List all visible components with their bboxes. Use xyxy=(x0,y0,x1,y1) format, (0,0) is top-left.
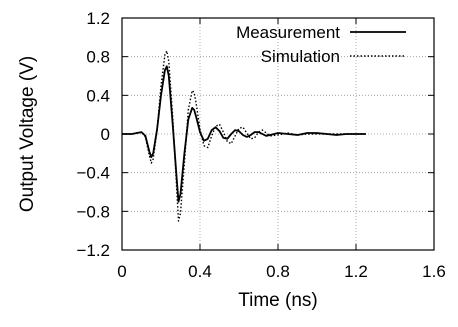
y-tick-label: −0.4 xyxy=(76,164,110,183)
series-line-measurement xyxy=(122,65,366,203)
x-tick-label: 0 xyxy=(117,262,126,281)
series-layer xyxy=(122,50,366,222)
y-tick-label: 1.2 xyxy=(86,9,110,28)
y-axis-title: Output Voltage (V) xyxy=(17,56,38,212)
y-tick-label: 0.8 xyxy=(86,48,110,67)
legend: Measurement Simulation xyxy=(236,23,406,66)
ticks: 0 0.4 0.8 1.2 1.6 −1.2 −0.8 −0.4 0 0.4 0.8 1.2 xyxy=(76,9,445,281)
x-tick-label: 1.6 xyxy=(422,262,446,281)
legend-label-measurement: Measurement xyxy=(236,23,340,42)
y-tick-label: −0.8 xyxy=(76,202,110,221)
x-tick-label: 0.8 xyxy=(266,262,290,281)
x-tick-label: 1.2 xyxy=(344,262,368,281)
x-tick-label: 0.4 xyxy=(188,262,212,281)
y-tick-label: −1.2 xyxy=(76,241,110,260)
x-axis-title: Time (ns) xyxy=(238,290,318,311)
y-tick-label: 0 xyxy=(101,125,110,144)
legend-label-simulation: Simulation xyxy=(261,47,340,66)
series-line-simulation xyxy=(122,50,366,222)
y-tick-label: 0.4 xyxy=(86,86,110,105)
